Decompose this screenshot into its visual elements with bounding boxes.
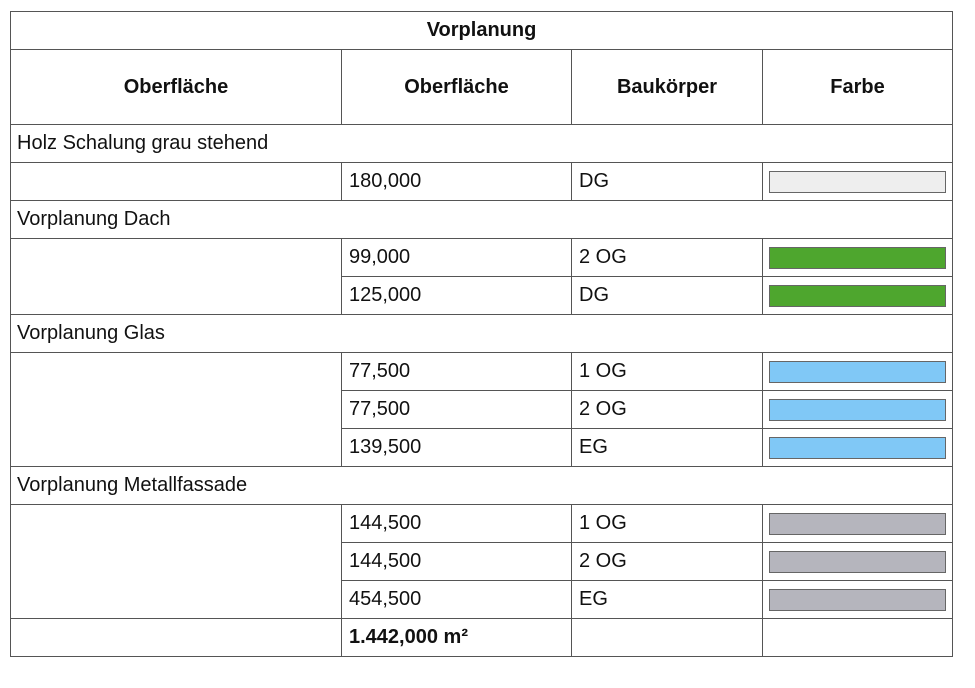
table-row: 139,500 EG [11, 428, 953, 467]
building-cell: EG [571, 428, 763, 467]
building-cell: DG [571, 162, 763, 201]
color-swatch [769, 550, 946, 573]
color-swatch [769, 398, 946, 421]
color-cell [762, 352, 953, 391]
area-cell: 139,500 [341, 428, 572, 467]
building-cell: 2 OG [571, 238, 763, 277]
area-cell: 144,500 [341, 504, 572, 543]
building-cell: 2 OG [571, 542, 763, 581]
color-cell [762, 542, 953, 581]
empty-cell [10, 618, 342, 657]
color-cell [762, 428, 953, 467]
area-cell: 454,500 [341, 580, 572, 619]
building-cell: 2 OG [571, 390, 763, 429]
empty-cell [10, 162, 342, 201]
color-cell [762, 580, 953, 619]
color-swatch [769, 246, 946, 269]
group-row: Vorplanung Metallfassade [10, 466, 953, 505]
color-swatch [769, 588, 946, 611]
group-label: Vorplanung Metallfassade [10, 466, 953, 505]
color-cell [762, 162, 953, 201]
table-body: Holz Schalung grau stehend 180,000 DG Vorpl… [10, 124, 953, 657]
area-cell: 180,000 [341, 162, 572, 201]
table-row: 125,000 DG [11, 276, 953, 315]
empty-cell [571, 618, 763, 657]
color-cell [762, 504, 953, 543]
area-cell: 77,500 [341, 352, 572, 391]
color-cell [762, 390, 953, 429]
table-row: 99,000 2 OG [10, 238, 953, 315]
group-row: Vorplanung Glas [10, 314, 953, 353]
color-cell [762, 238, 953, 277]
area-cell: 144,500 [341, 542, 572, 581]
table-row: 144,500 2 OG [11, 542, 953, 581]
building-cell: EG [571, 580, 763, 619]
group-label: Vorplanung Glas [10, 314, 953, 353]
color-swatch [769, 360, 946, 383]
area-cell: 125,000 [341, 276, 572, 315]
header-oberflaeche-2: Oberfläche [341, 49, 572, 125]
table-row: 77,500 2 OG [11, 390, 953, 429]
building-cell: 1 OG [571, 352, 763, 391]
vorplanung-table: Vorplanung Oberfläche Oberfläche Baukörp… [10, 11, 953, 657]
building-cell: DG [571, 276, 763, 315]
table-row: 180,000 DG [10, 162, 953, 201]
area-cell: 99,000 [341, 238, 572, 277]
table-title: Vorplanung [10, 11, 953, 50]
empty-cell [10, 504, 342, 619]
empty-cell [762, 618, 953, 657]
table-row: 77,500 1 OG [10, 352, 953, 467]
header-oberflaeche-1: Oberfläche [10, 49, 342, 125]
group-row: Vorplanung Dach [10, 200, 953, 239]
total-row: 1.442,000 m² [10, 618, 953, 657]
group-label: Holz Schalung grau stehend [10, 124, 953, 163]
color-swatch [769, 284, 946, 307]
color-swatch [769, 436, 946, 459]
color-swatch [769, 170, 946, 193]
header-baukoerper: Baukörper [571, 49, 763, 125]
group-row: Holz Schalung grau stehend [10, 124, 953, 163]
empty-cell [10, 352, 342, 467]
area-cell: 77,500 [341, 390, 572, 429]
table-row: 144,500 1 OG [10, 504, 953, 619]
building-cell: 1 OG [571, 504, 763, 543]
group-label: Vorplanung Dach [10, 200, 953, 239]
color-cell [762, 276, 953, 315]
total-area: 1.442,000 m² [341, 618, 572, 657]
empty-cell [10, 238, 342, 315]
color-swatch [769, 512, 946, 535]
header-farbe: Farbe [762, 49, 953, 125]
